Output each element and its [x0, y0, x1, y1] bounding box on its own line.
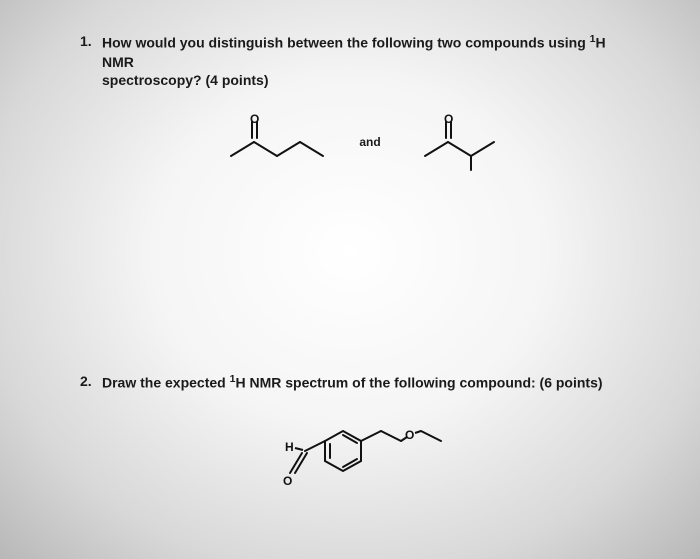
q1-left-O-label: O [250, 112, 259, 126]
question-1-text: How would you distinguish between the fo… [102, 32, 640, 90]
question-2-text: Draw the expected 1H NMR spectrum of the… [102, 372, 640, 393]
q2-O-carbonyl-label: O [283, 474, 292, 488]
q2-points: (6 points) [540, 375, 603, 391]
q2-text-part1: Draw the expected [102, 375, 230, 391]
question-1-prompt: 1. How would you distinguish between the… [80, 32, 640, 90]
q2-O-ether-label: O [405, 428, 414, 442]
q1-and-label: and [359, 135, 380, 149]
q2-text-nmr: H NMR spectrum of the following compound… [235, 375, 539, 391]
worksheet-page: 1. How would you distinguish between the… [0, 0, 700, 533]
question-1: 1. How would you distinguish between the… [80, 32, 640, 172]
q1-text-part1: How would you distinguish between the fo… [102, 35, 590, 51]
q1-points: (4 points) [205, 72, 268, 88]
q1-text-part2: spectroscopy? [102, 72, 205, 88]
q1-right-O-label: O [444, 112, 453, 126]
q1-structures-row: O and O [80, 112, 640, 172]
question-2-prompt: 2. Draw the expected 1H NMR spectrum of … [80, 372, 640, 393]
q1-structure-left: O [219, 112, 329, 172]
question-1-number: 1. [80, 32, 102, 51]
question-2-number: 2. [80, 372, 102, 391]
question-2: 2. Draw the expected 1H NMR spectrum of … [80, 372, 640, 493]
q2-structure-wrap: O H O [80, 403, 640, 493]
q2-H-label: H [285, 440, 294, 454]
q1-structure-right: O [411, 112, 501, 172]
q2-structure: O H O [245, 403, 475, 493]
